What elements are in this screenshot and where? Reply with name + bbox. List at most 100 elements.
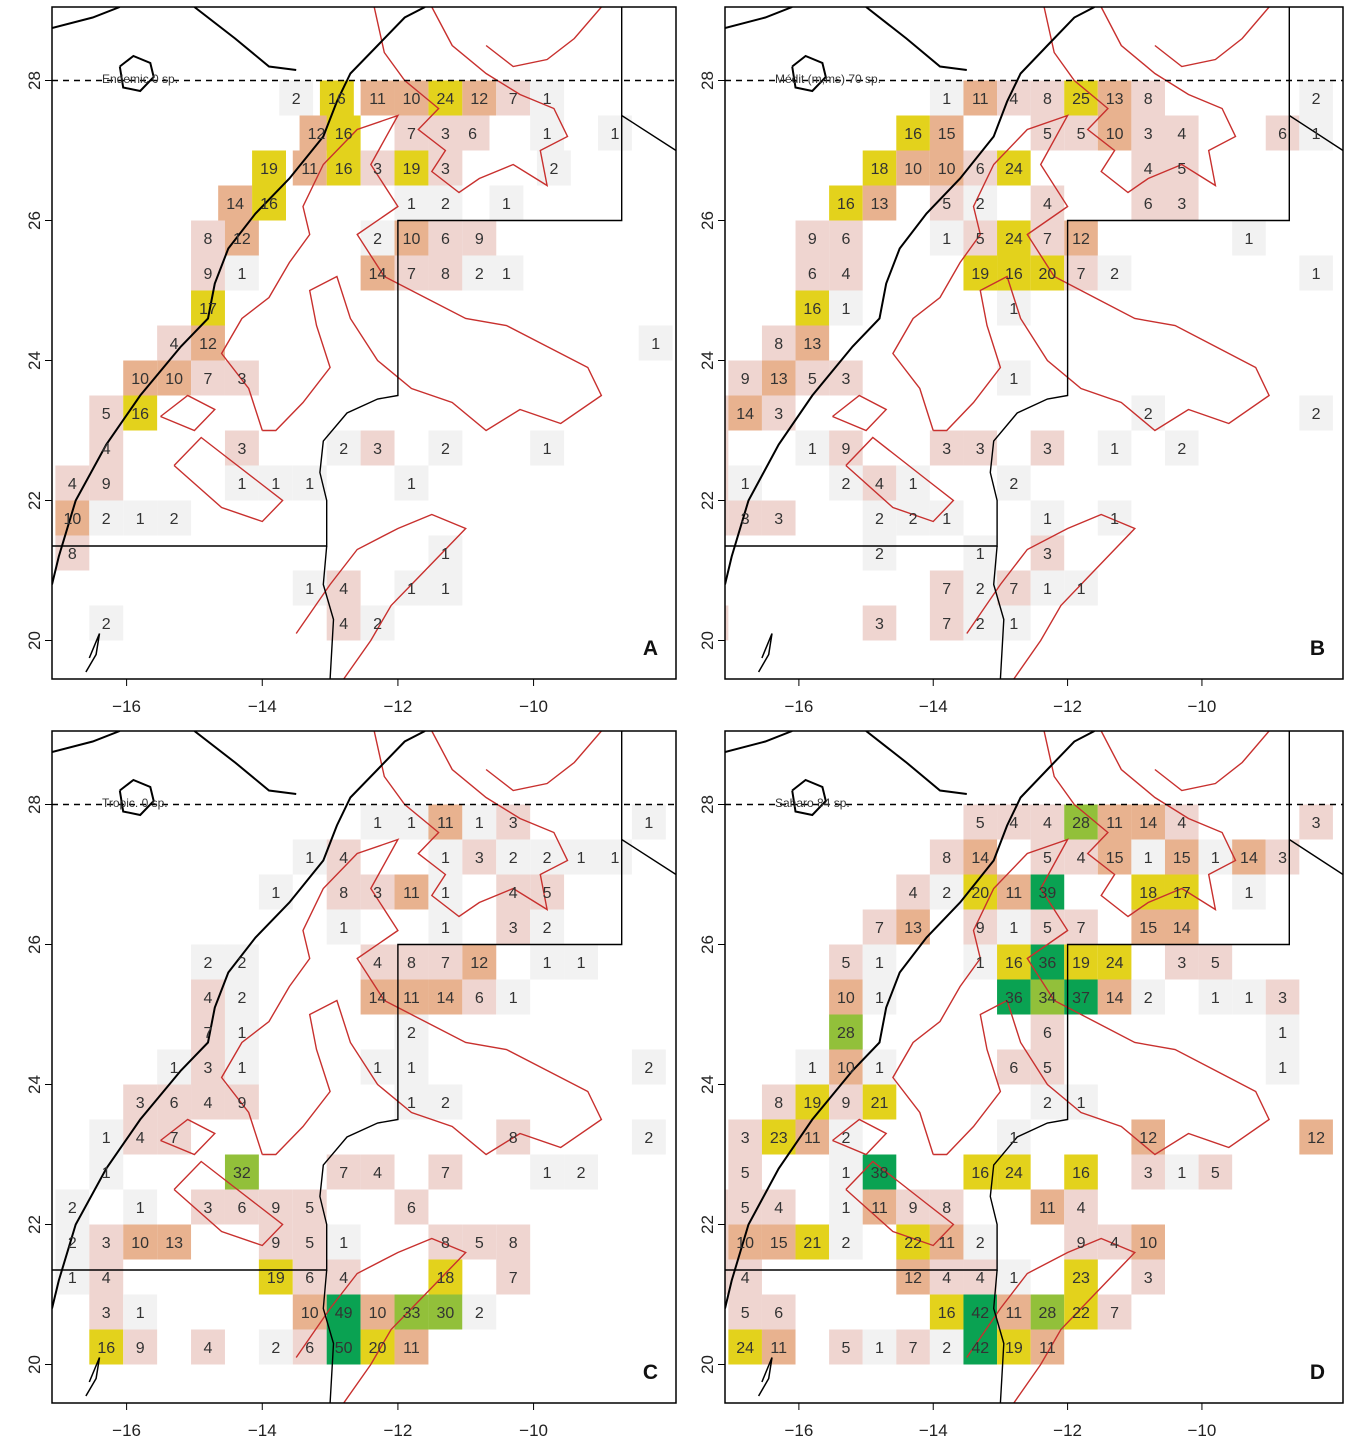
cell-value: 3 xyxy=(204,1060,213,1077)
grid-cell xyxy=(360,605,395,641)
grid-cell xyxy=(1131,150,1165,186)
cell-value: 7 xyxy=(942,616,951,633)
grid-cell xyxy=(428,220,463,256)
grid-cell xyxy=(896,874,930,910)
cell-value: 7 xyxy=(509,1270,518,1287)
elevation-contour xyxy=(485,731,602,792)
cell-value: 2 xyxy=(271,1340,280,1357)
elevation-contour xyxy=(832,1118,888,1156)
grid-cell xyxy=(896,465,930,501)
grid-cell xyxy=(1097,979,1132,1015)
cell-value: 2 xyxy=(441,441,450,458)
grid-cell xyxy=(326,430,361,466)
elevation-contour xyxy=(373,731,569,918)
cell-value: 16 xyxy=(335,126,353,143)
cell-value: 3 xyxy=(373,161,382,178)
cell-value: 4 xyxy=(136,1130,145,1147)
cell-value: 1 xyxy=(611,126,620,143)
cell-value: 1 xyxy=(441,850,450,867)
map-plot-area: 1 11 4 8 25 13 8 216 15 5 5 10 3 4 6 118 10 10 6 24 4 516 13 5 2… xyxy=(725,7,1343,679)
y-axis-tick-label: 20 xyxy=(25,1355,44,1374)
cell-value: 39 xyxy=(1039,885,1057,902)
grid-cell xyxy=(725,395,729,431)
grid-cell xyxy=(428,570,463,606)
cell-value: 5 xyxy=(1177,161,1186,178)
cell-value: 7 xyxy=(1110,1305,1119,1322)
country-border xyxy=(52,7,623,547)
cell-value: 2 xyxy=(942,1340,951,1357)
cell-value: 18 xyxy=(871,161,889,178)
cell-value: 16 xyxy=(328,91,346,108)
grid-cell xyxy=(862,605,897,641)
grid-cell xyxy=(428,535,463,571)
cell-value: 2 xyxy=(976,616,985,633)
grid-cell xyxy=(1131,115,1165,151)
island-outline xyxy=(118,778,155,817)
grid-cell xyxy=(326,874,361,910)
cell-value: 7 xyxy=(909,1340,918,1357)
grid-cell xyxy=(218,185,253,221)
grid-cell xyxy=(1064,944,1098,980)
cell-value: 1 xyxy=(1211,850,1220,867)
grid-cell xyxy=(1265,115,1300,151)
cell-value: 28 xyxy=(837,1025,855,1042)
cell-value: 2 xyxy=(1312,91,1321,108)
cell-value: 7 xyxy=(441,1165,450,1182)
cell-value: 15 xyxy=(770,1235,788,1252)
cell-value: 4 xyxy=(875,476,884,493)
grid-cell xyxy=(795,290,830,326)
cell-value: 1 xyxy=(1177,1165,1186,1182)
grid-cell xyxy=(1097,255,1132,291)
cell-value: 17 xyxy=(1173,885,1191,902)
x-axis-tick-label: −12 xyxy=(1053,697,1082,716)
cell-value: 32 xyxy=(233,1165,251,1182)
grid-cell xyxy=(829,290,863,326)
panel-frame xyxy=(724,6,1344,680)
grid-cell xyxy=(1097,500,1132,536)
grid-cell xyxy=(929,605,964,641)
cell-value: 4 xyxy=(339,581,348,598)
grid-cell xyxy=(862,535,897,571)
islet-outline xyxy=(85,633,101,673)
grid-cell xyxy=(428,839,463,875)
cell-value: 14 xyxy=(369,990,387,1007)
grid-cell xyxy=(530,944,565,980)
grid-cell xyxy=(462,944,497,980)
grid-cell xyxy=(862,1084,897,1120)
grid-cell xyxy=(638,325,673,361)
grid-cell xyxy=(292,839,327,875)
cell-value: 3 xyxy=(741,1130,750,1147)
cell-value: 4 xyxy=(1110,1235,1119,1252)
cell-value: 1 xyxy=(102,1165,111,1182)
cell-value: 24 xyxy=(736,1340,754,1357)
cell-value: 1 xyxy=(305,850,314,867)
grid-cell xyxy=(761,1119,796,1155)
cell-value: 1 xyxy=(441,885,450,902)
grid-cell xyxy=(1198,1154,1233,1190)
grid-cell xyxy=(394,1084,429,1120)
cell-value: 6 xyxy=(468,126,477,143)
cell-value: 1 xyxy=(1245,231,1254,248)
cell-value: 9 xyxy=(271,1200,280,1217)
grid-cell xyxy=(829,430,863,466)
cell-value: 2 xyxy=(976,1235,985,1252)
y-axis-tick-label: 26 xyxy=(698,211,717,230)
grid-cell xyxy=(1030,535,1065,571)
cell-value: 1 xyxy=(407,1095,416,1112)
grid-cell xyxy=(326,115,361,151)
grid-cell xyxy=(997,570,1031,606)
panel-frame xyxy=(724,730,1344,1404)
cell-value: 7 xyxy=(1009,581,1018,598)
cell-value: 4 xyxy=(1043,815,1052,832)
grid-cell xyxy=(224,1049,259,1085)
grid-cell xyxy=(360,430,395,466)
cell-value: 1 xyxy=(543,955,552,972)
grid-cell xyxy=(394,1189,429,1225)
grid-cell xyxy=(1097,1224,1132,1260)
x-axis-tick-label: −10 xyxy=(519,697,548,716)
x-axis-tick-label: −10 xyxy=(519,1421,548,1440)
map-panel-b: 1 11 4 8 25 13 8 216 15 5 5 10 3 4 6 118 10 10 6 24 4 516 13 5 2… xyxy=(698,6,1344,716)
cell-value: 5 xyxy=(976,231,985,248)
cell-value: 2 xyxy=(1177,441,1186,458)
cell-value: 3 xyxy=(237,441,246,458)
